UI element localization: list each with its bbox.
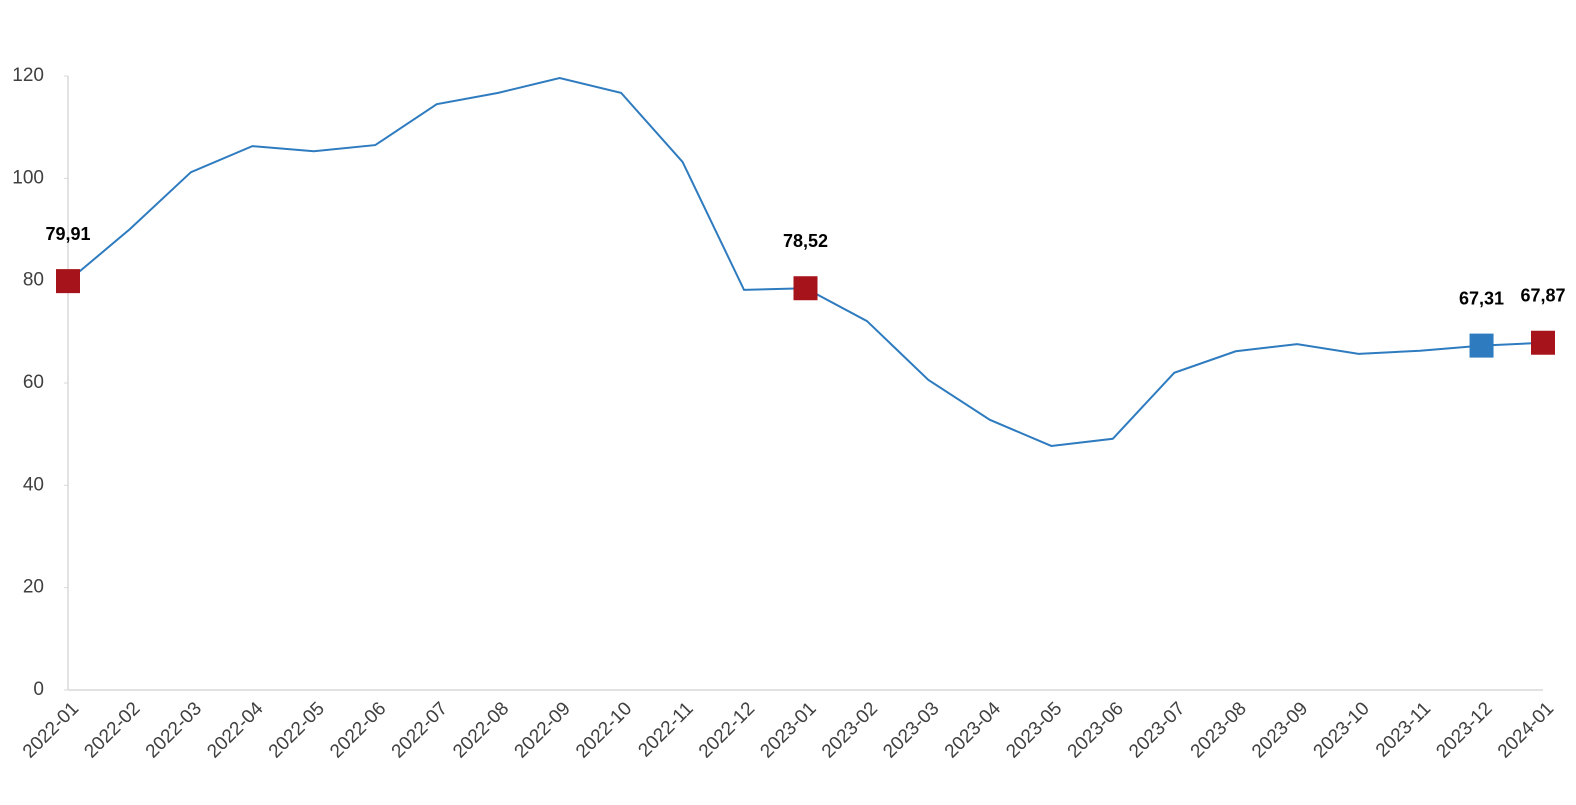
x-tick-label: 2022-04 (203, 698, 267, 762)
x-tick-label: 2023-02 (818, 698, 882, 762)
x-tick-label: 2024-01 (1494, 698, 1558, 762)
x-tick-label: 2022-12 (695, 698, 759, 762)
point-marker (1469, 333, 1494, 358)
x-tick-label: 2022-01 (19, 698, 83, 762)
x-tick-label: 2022-08 (449, 698, 513, 762)
point-marker (1531, 330, 1555, 355)
x-tick-label: 2023-05 (1002, 698, 1066, 762)
y-tick-label: 0 (33, 679, 44, 700)
x-tick-label: 2022-03 (142, 698, 206, 762)
x-tick-label: 2022-10 (572, 698, 636, 762)
data-label: 67,87 (1520, 285, 1565, 305)
x-tick-label: 2023-06 (1064, 698, 1128, 762)
y-tick-label: 120 (12, 65, 44, 86)
x-tick-label: 2023-11 (1372, 698, 1435, 761)
data-label: 67,31 (1459, 288, 1504, 308)
series-line (67, 77, 1544, 447)
x-tick-label: 2022-07 (388, 698, 452, 762)
x-tick-label: 2022-09 (511, 698, 575, 762)
point-marker (56, 269, 80, 294)
y-tick-label: 60 (23, 372, 44, 393)
x-tick-label: 2023-10 (1310, 698, 1374, 762)
data-label: 79,91 (45, 224, 90, 244)
y-tick-label: 20 (23, 577, 44, 598)
x-tick-label: 2022-06 (326, 698, 390, 762)
data-label: 78,52 (783, 231, 828, 251)
x-tick-label: 2023-12 (1432, 698, 1496, 762)
x-tick-label: 2023-03 (879, 698, 943, 762)
y-tick-label: 40 (23, 474, 44, 495)
x-tick-label: 2023-01 (756, 698, 820, 762)
x-tick-label: 2023-08 (1187, 698, 1251, 762)
x-tick-label: 2023-07 (1125, 698, 1189, 762)
point-marker (793, 276, 818, 301)
y-tick-label: 100 (12, 167, 44, 188)
x-tick-label: 2023-04 (941, 698, 1005, 762)
x-tick-label: 2022-11 (635, 698, 698, 761)
x-tick-label: 2022-05 (265, 698, 329, 762)
x-tick-label: 2023-09 (1248, 698, 1312, 762)
x-tick-label: 2022-02 (80, 698, 144, 762)
y-tick-label: 80 (23, 270, 44, 291)
